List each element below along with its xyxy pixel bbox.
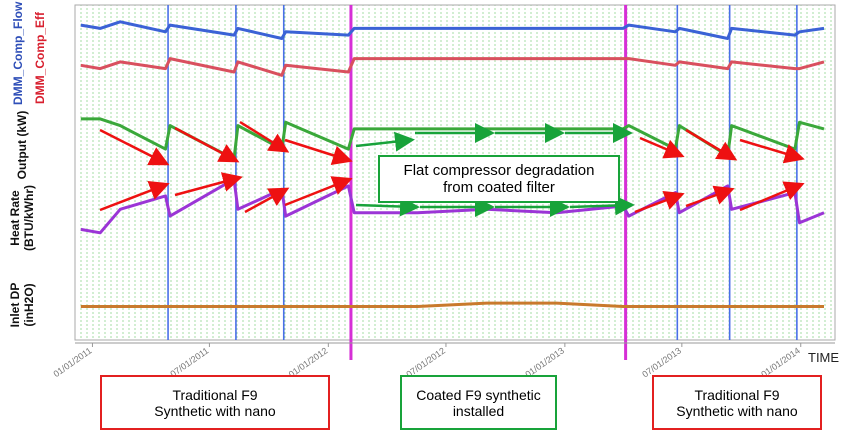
series-line [80, 20, 825, 40]
series-line [80, 57, 825, 77]
red-arrow [284, 138, 353, 165]
y-label: Output (kW) [15, 110, 29, 180]
annotation-box: Flat compressor degradation from coated … [378, 155, 620, 203]
red-arrow [99, 181, 170, 212]
y-label: Inlet DP (inH2O) [8, 282, 36, 328]
red-arrow [174, 126, 240, 163]
y-label: DMM_Comp_Flow [11, 1, 25, 105]
red-arrow [639, 136, 685, 159]
y-label: DMM_Comp_Eff [33, 12, 47, 104]
red-arrow [739, 181, 805, 212]
red-arrow [174, 172, 243, 197]
x-tick-label: 01/01/2011 [51, 345, 93, 379]
period-box: Coated F9 synthetic installed [400, 375, 557, 430]
period-label: Coated F9 synthetic installed [416, 386, 541, 419]
red-arrow [739, 138, 805, 164]
x-axis-label: TIME [808, 350, 839, 365]
red-arrow [634, 190, 685, 214]
green-arrow [569, 195, 635, 216]
period-box: Traditional F9 Synthetic with nano [652, 375, 822, 430]
y-label: Heat Rate (BTU/kWhr) [8, 185, 36, 251]
red-arrow [244, 187, 290, 214]
green-arrow [355, 196, 420, 217]
red-arrow [99, 128, 170, 166]
annotation: Flat compressor degradation from coated … [403, 162, 595, 196]
red-arrow [685, 128, 738, 161]
red-arrow [685, 185, 735, 208]
period-box: Traditional F9 Synthetic with nano [100, 375, 330, 430]
green-arrow [355, 131, 415, 152]
period-label: Traditional F9 Synthetic with nano [676, 386, 798, 419]
red-arrow [284, 176, 353, 207]
series-line [80, 301, 824, 308]
period-label: Traditional F9 Synthetic with nano [154, 386, 276, 419]
red-arrow [239, 120, 290, 153]
